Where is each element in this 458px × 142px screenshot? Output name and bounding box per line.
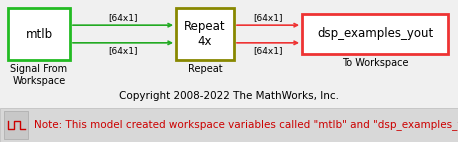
Bar — [0, 108, 458, 142]
Bar — [8, 8, 70, 60]
Text: [64x1]: [64x1] — [108, 46, 138, 55]
Text: To Workspace: To Workspace — [342, 58, 408, 68]
Text: Repeat: Repeat — [188, 64, 222, 74]
Text: [64x1]: [64x1] — [253, 13, 283, 22]
Text: Signal From
Workspace: Signal From Workspace — [11, 64, 68, 86]
Bar — [176, 8, 234, 60]
Text: mtlb: mtlb — [26, 28, 53, 40]
Text: [64x1]: [64x1] — [253, 46, 283, 55]
Text: Repeat
4x: Repeat 4x — [184, 20, 226, 48]
Text: Note: This model created workspace variables called "mtlb" and "dsp_examples_you: Note: This model created workspace varia… — [34, 120, 458, 130]
Bar — [4, 111, 28, 139]
Text: Copyright 2008-2022 The MathWorks, Inc.: Copyright 2008-2022 The MathWorks, Inc. — [119, 91, 339, 101]
Text: dsp_examples_yout: dsp_examples_yout — [317, 28, 433, 40]
Text: [64x1]: [64x1] — [108, 13, 138, 22]
Bar — [302, 14, 448, 54]
